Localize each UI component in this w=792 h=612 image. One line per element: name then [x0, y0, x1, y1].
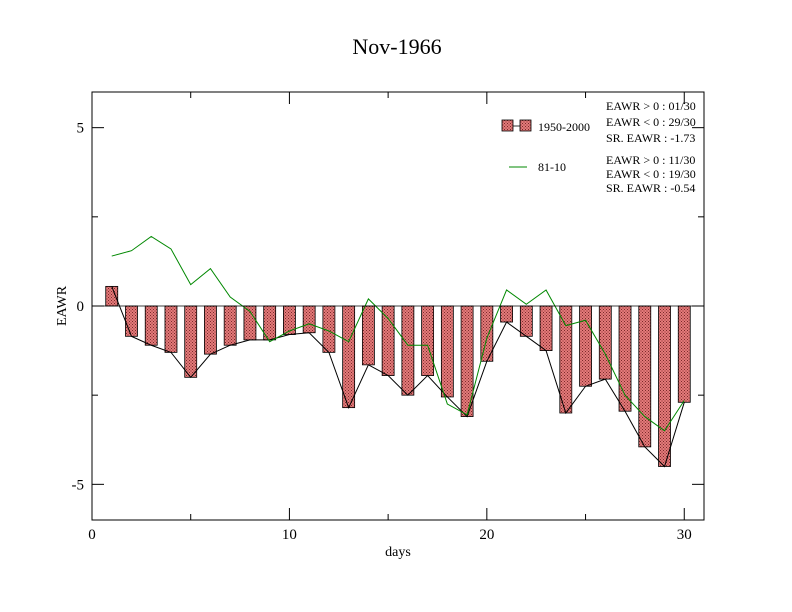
bar-day-29: [658, 305, 671, 467]
bar-day-5: [184, 305, 198, 378]
bar-day-21: [500, 305, 513, 323]
bars-layer: [105, 285, 691, 467]
x-tick-label: 20: [479, 527, 494, 543]
legend-bar-label: 1950-2000: [538, 120, 590, 134]
series-81-10-line: [111, 235, 685, 432]
legend-bar-stat-2: EAWR < 0 : 29/30: [606, 115, 696, 129]
x-tick-label: 30: [677, 527, 692, 543]
bar-day-16: [401, 305, 415, 396]
bar-day-10: [283, 305, 296, 335]
bar-day-13: [342, 305, 356, 409]
plot-frame: [91, 91, 705, 521]
legend-line-stat-1: EAWR > 0 : 11/30: [606, 153, 695, 167]
legend-line-label: 81-10: [538, 160, 566, 174]
series-1950-2000-line: [111, 286, 685, 468]
bar-day-26: [598, 305, 612, 380]
bar-day-17: [421, 305, 435, 376]
legend: 1950-2000 81-10 EAWR > 0 : 01/30 EAWR < …: [501, 99, 696, 195]
legend-bar-swatch-left: [501, 119, 514, 132]
bar-day-6: [204, 305, 217, 355]
x-tick-label: 10: [282, 527, 297, 543]
bar-day-7: [223, 305, 237, 346]
chart-title: Nov-1966: [352, 34, 441, 59]
bar-day-18: [440, 305, 454, 398]
bar-day-2: [125, 305, 138, 337]
bar-day-22: [519, 305, 533, 337]
y-tick-label: 5: [77, 121, 85, 137]
bar-day-14: [361, 305, 375, 366]
bar-day-11: [302, 305, 316, 334]
bar-day-24: [559, 305, 573, 414]
legend-bar-swatch-right: [519, 119, 532, 132]
x-axis-label: days: [385, 545, 411, 560]
y-tick-label: -5: [72, 477, 85, 493]
bar-day-28: [638, 305, 652, 448]
bar-day-3: [144, 305, 158, 346]
y-tick-label: 0: [77, 299, 85, 315]
x-tick-label: 0: [88, 527, 96, 543]
lines-layer: [111, 235, 685, 468]
bar-day-23: [539, 305, 553, 351]
legend-bar-stat-3: SR. EAWR : -1.73: [606, 131, 695, 145]
y-axis-label: EAWR: [55, 285, 70, 326]
bar-day-15: [381, 305, 395, 376]
bar-day-25: [579, 305, 592, 387]
legend-line-stat-3: SR. EAWR : -0.54: [606, 181, 695, 195]
legend-line-stat-2: EAWR < 0 : 19/30: [606, 167, 696, 181]
legend-bar-stat-1: EAWR > 0 : 01/30: [606, 99, 696, 113]
bar-day-4: [164, 305, 178, 353]
bar-day-30: [677, 305, 691, 403]
